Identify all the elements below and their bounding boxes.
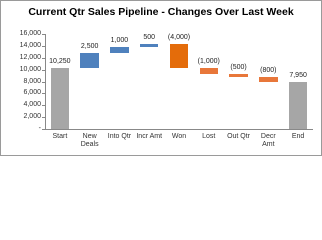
y-tick [42, 57, 45, 59]
x-tick-label: Won [171, 133, 187, 140]
bar [50, 68, 70, 129]
y-axis [45, 34, 46, 129]
x-tick-label: Start [52, 133, 68, 140]
bar [139, 44, 159, 48]
bar [288, 81, 308, 129]
y-tick [42, 117, 45, 119]
value-label: (500) [230, 64, 247, 72]
y-tick-label: - [38, 125, 41, 132]
y-tick-label: 6,000 [23, 89, 41, 97]
y-tick-label: 16,000 [19, 30, 41, 37]
bar [229, 74, 248, 78]
value-label: 2,500 [80, 43, 99, 51]
value-label: 1,000 [110, 37, 129, 45]
bar [259, 77, 278, 82]
x-tick-label: End [291, 133, 305, 140]
y-tick-label: 12,000 [19, 53, 41, 61]
value-label: 10,250 [49, 58, 71, 66]
y-tick-label: 2,000 [23, 113, 41, 121]
y-tick [42, 69, 45, 71]
x-tick-label: Incr Amt [136, 133, 163, 140]
chart: Current Qtr Sales Pipeline - Changes Ove… [0, 0, 322, 156]
y-tick [42, 45, 45, 47]
y-tick-label: 14,000 [19, 41, 41, 49]
bar [199, 68, 218, 75]
y-tick [42, 34, 45, 35]
value-label: (800) [260, 67, 277, 75]
bar [110, 47, 129, 54]
y-tick [42, 105, 45, 107]
bar [169, 44, 189, 69]
y-tick-label: 10,000 [19, 65, 41, 73]
value-label: 500 [143, 34, 156, 42]
value-label: (4,000) [167, 34, 191, 42]
chart-title: Current Qtr Sales Pipeline - Changes Ove… [28, 6, 294, 18]
value-label: (1,000) [197, 58, 220, 66]
y-tick-label: 4,000 [23, 101, 41, 109]
x-tick-label: Lost [202, 133, 216, 140]
y-tick [42, 81, 45, 83]
x-tick-label: Out Qtr [227, 133, 251, 140]
y-tick [42, 129, 45, 130]
x-tick-label: Into Qtr [107, 133, 132, 140]
value-label: 7,950 [289, 71, 307, 79]
x-axis [45, 129, 313, 130]
x-tick-label: New Deals [80, 133, 99, 148]
y-tick [42, 93, 45, 95]
bar [80, 53, 99, 69]
y-tick-label: 8,000 [23, 77, 41, 85]
x-tick-label: Decr Amt [260, 133, 276, 148]
